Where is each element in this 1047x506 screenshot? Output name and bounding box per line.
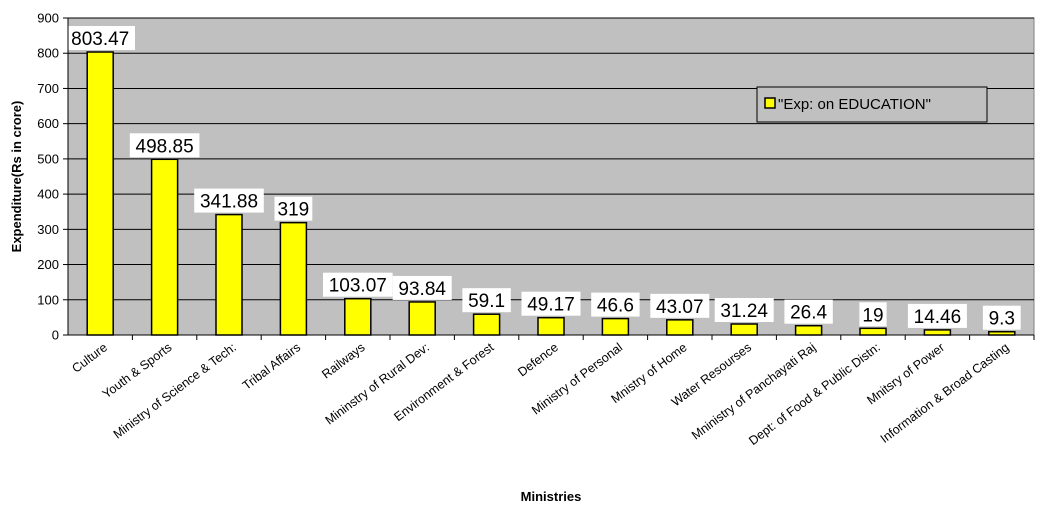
x-category-label: Tribal Affairs xyxy=(240,340,303,393)
data-label-background xyxy=(907,303,967,328)
x-category-label: Railways xyxy=(319,340,367,381)
legend-box xyxy=(756,86,988,123)
data-label-background xyxy=(129,133,200,158)
x-axis-title: Ministries xyxy=(521,489,582,504)
bar xyxy=(859,327,887,336)
data-label-background xyxy=(859,302,887,327)
x-category-label: Mninistry of Panchayati Raj xyxy=(689,340,818,442)
data-label-background xyxy=(392,275,452,300)
bar xyxy=(86,51,114,336)
bar xyxy=(923,329,952,336)
y-tick-label: 700 xyxy=(37,81,59,96)
bar xyxy=(150,158,179,336)
y-tick-label: 800 xyxy=(37,46,59,61)
bar xyxy=(472,313,501,336)
data-label: 498.85 xyxy=(136,136,194,157)
y-tick-label: 900 xyxy=(37,11,59,26)
data-label-background xyxy=(462,288,511,313)
data-label: 31.24 xyxy=(720,301,768,322)
y-tick-label: 100 xyxy=(37,292,59,307)
x-category-label: Ministry of Science & Tech: xyxy=(111,340,239,441)
legend: "Exp: on EDUCATION" xyxy=(756,86,988,123)
bar xyxy=(730,323,758,336)
y-tick-label: 400 xyxy=(37,187,59,202)
x-category-label: Information & Broad Casting xyxy=(878,340,1012,446)
data-label: 803.47 xyxy=(71,29,129,50)
data-label-background xyxy=(784,299,833,324)
data-label: 46.6 xyxy=(597,296,634,317)
legend-swatch xyxy=(764,97,776,109)
x-category-label: Dept: of Food & Public Distn: xyxy=(746,340,883,448)
data-label: 43.07 xyxy=(656,297,704,318)
x-category-label: Defence xyxy=(515,340,561,379)
bar xyxy=(408,301,436,336)
data-labels: 803.47 498.85 341.88 319 103.07 93.84 59.1 49.1… xyxy=(65,26,1021,330)
x-category-label: Culture xyxy=(69,340,110,375)
data-label: 93.84 xyxy=(398,279,446,300)
data-label-background xyxy=(274,196,313,221)
data-label-background xyxy=(650,293,710,318)
data-label: 341.88 xyxy=(200,192,258,213)
x-category-label: Mininstry of Rural Dev: xyxy=(323,340,432,427)
y-tick-label: 300 xyxy=(37,222,59,237)
bar xyxy=(344,297,372,336)
data-label-background xyxy=(591,292,640,317)
bar xyxy=(666,319,694,336)
data-label: 9.3 xyxy=(989,309,1015,330)
y-tick-label: 0 xyxy=(52,328,59,343)
y-tick-label: 500 xyxy=(37,151,59,166)
y-axis-ticks: 0 100 200 300 400 500 600 700 800 900 xyxy=(37,11,68,343)
data-label: 14.46 xyxy=(914,307,962,328)
y-axis-title: Expenditure(Rs in crore) xyxy=(9,101,24,253)
data-label-background xyxy=(714,297,774,322)
legend-label: "Exp: on EDUCATION" xyxy=(778,96,931,113)
data-label: 319 xyxy=(278,200,310,221)
data-label-background xyxy=(982,305,1021,330)
data-label-background xyxy=(194,188,264,213)
data-label-background xyxy=(521,291,581,316)
plot-area xyxy=(67,17,1035,336)
y-tick-label: 600 xyxy=(37,116,59,131)
bar xyxy=(215,213,243,336)
data-label: 59.1 xyxy=(468,291,505,312)
bar xyxy=(279,221,308,336)
bar xyxy=(794,324,823,336)
data-label: 103.07 xyxy=(329,276,387,297)
data-label-background xyxy=(65,26,135,51)
data-label: 19 xyxy=(862,305,883,326)
y-tick-label: 200 xyxy=(37,257,59,272)
data-label-background xyxy=(323,272,393,297)
bar xyxy=(537,316,565,336)
data-label: 26.4 xyxy=(790,303,827,324)
bar xyxy=(601,317,630,336)
bars xyxy=(86,51,1016,336)
data-label: 49.17 xyxy=(527,295,575,316)
